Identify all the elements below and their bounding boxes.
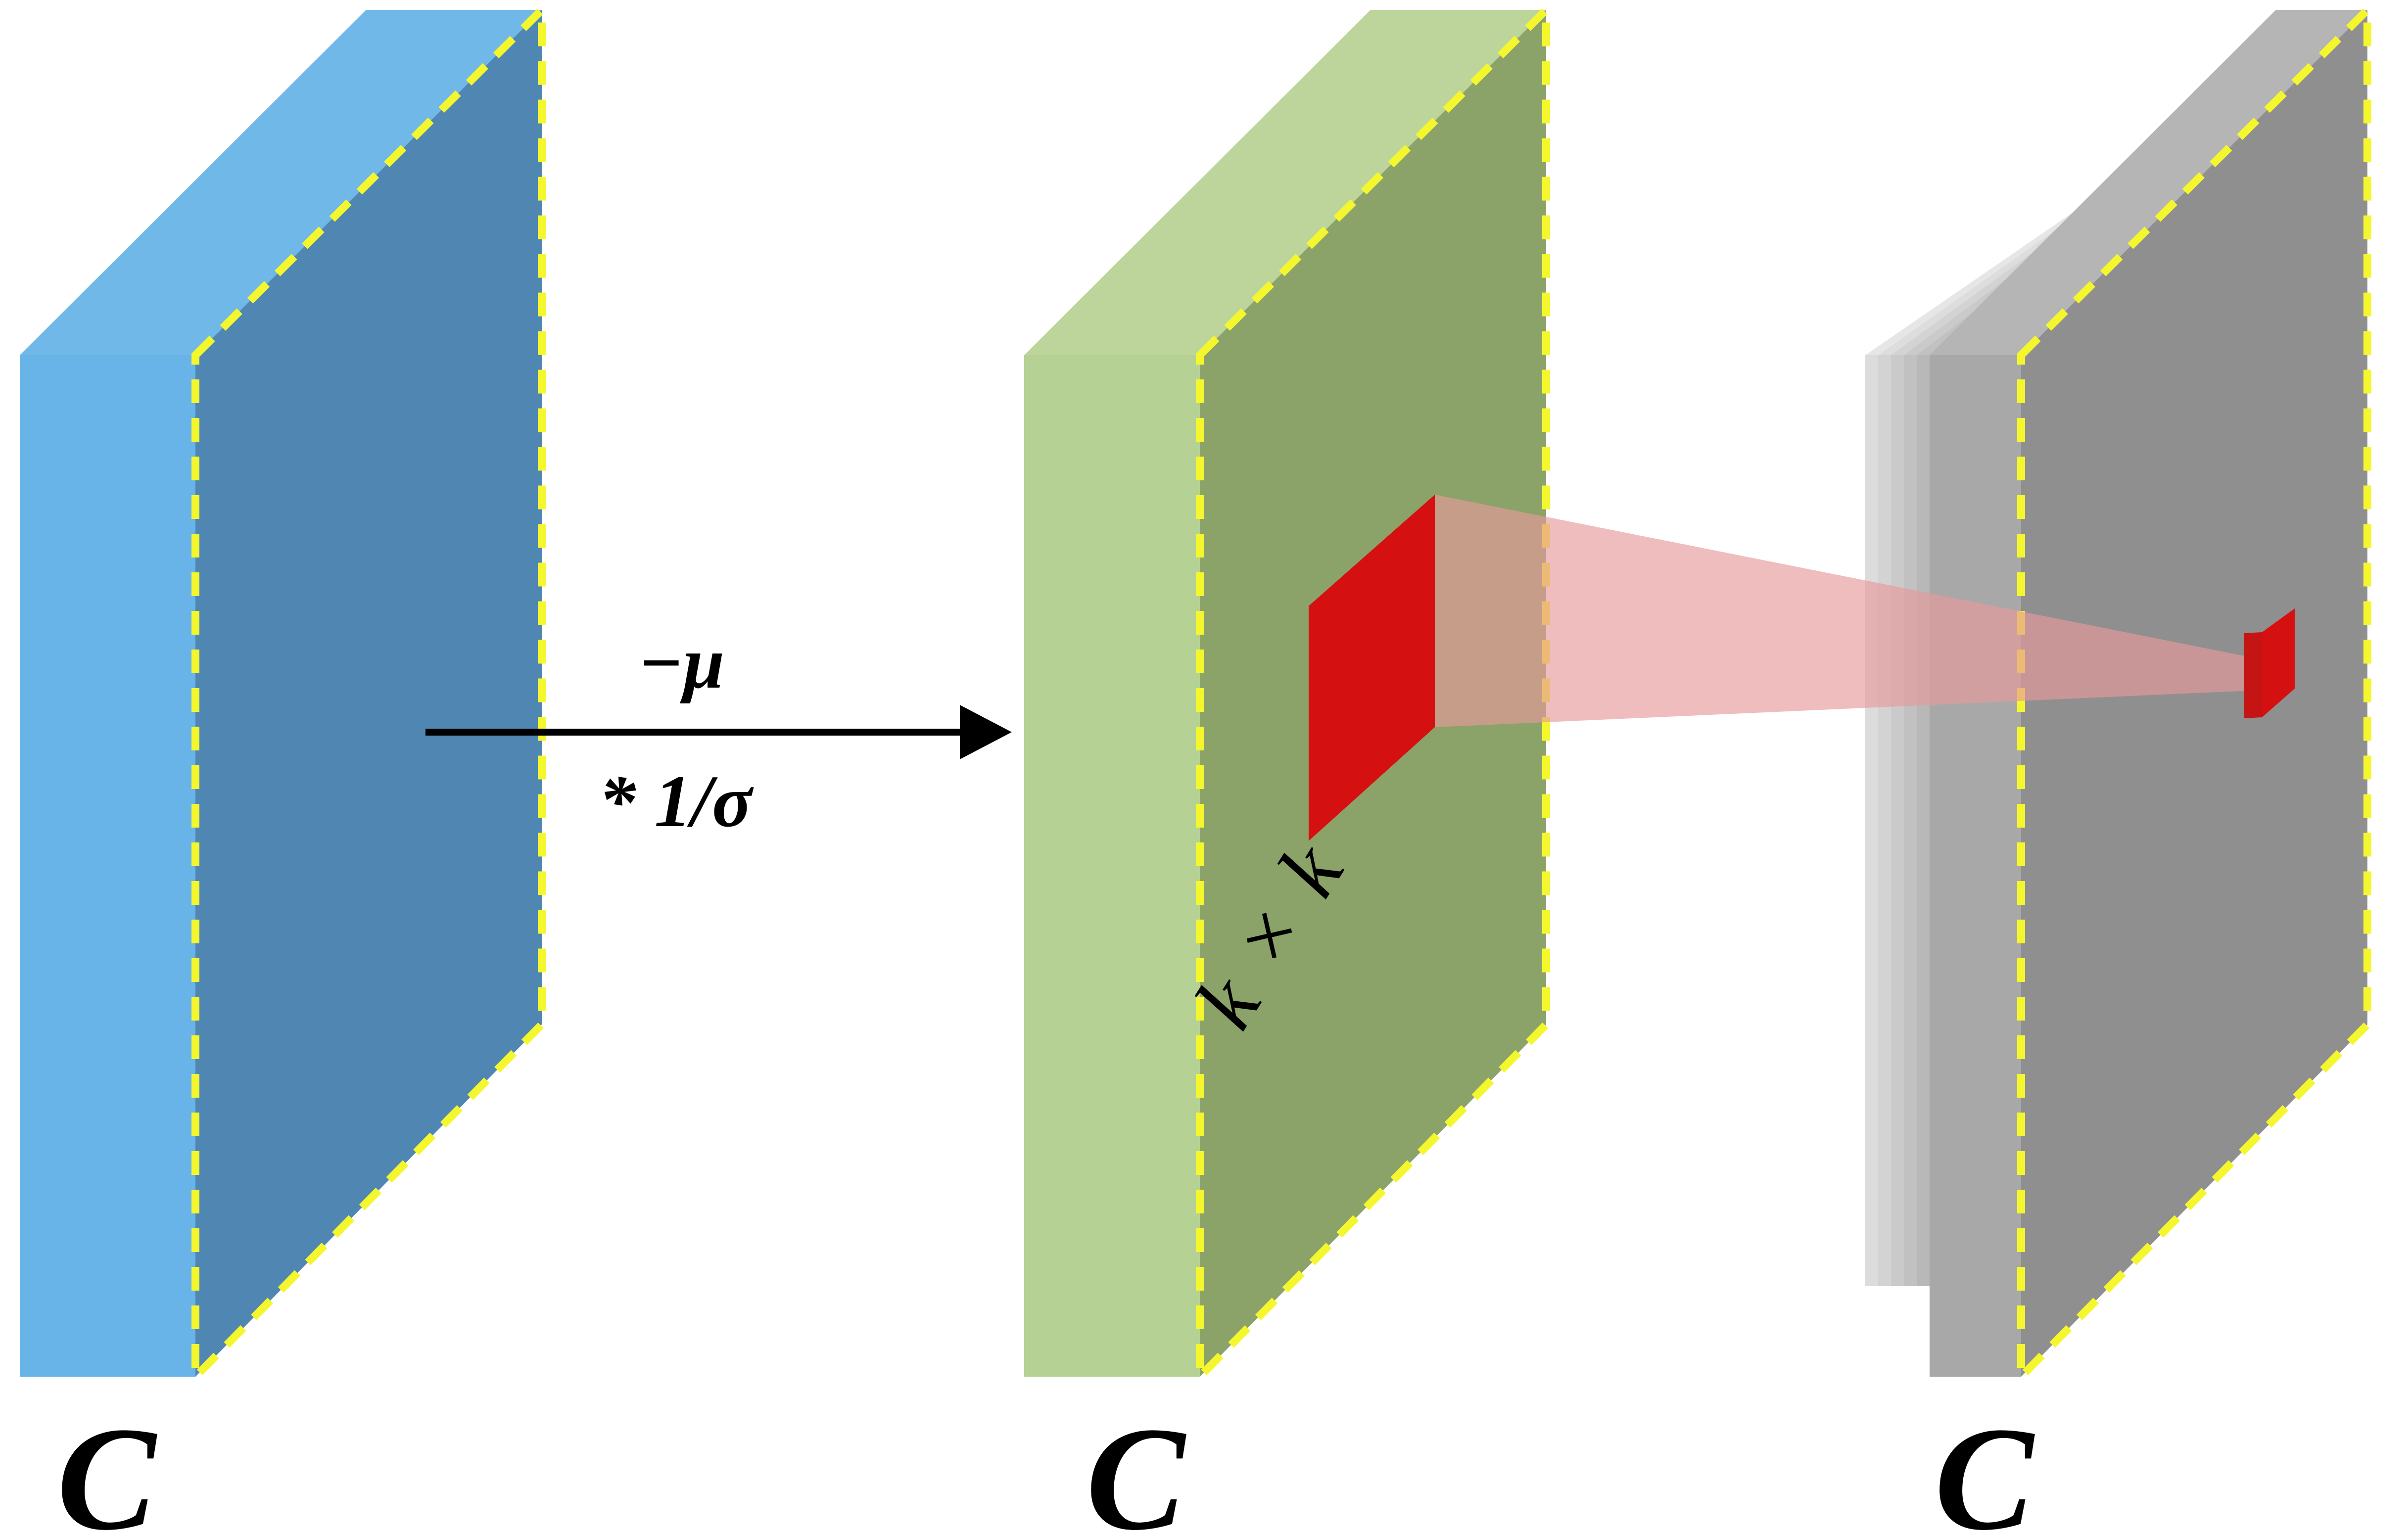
svg-text:* 1/σ: * 1/σ [599,760,754,842]
svg-text:C: C [1935,1396,2036,1534]
svg-text:−μ: −μ [638,622,724,704]
svg-text:C: C [57,1396,159,1534]
svg-text:C: C [1086,1396,1188,1534]
